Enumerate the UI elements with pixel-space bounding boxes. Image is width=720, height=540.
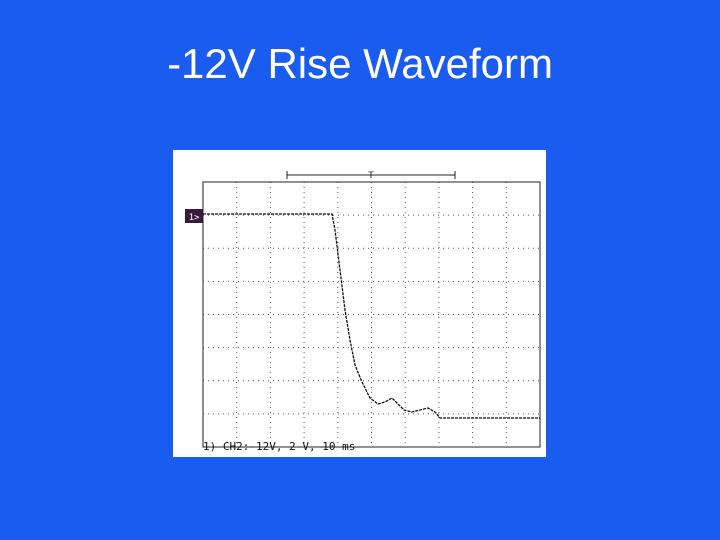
slide-title: -12V Rise Waveform bbox=[167, 40, 553, 87]
graticule-border bbox=[202, 181, 541, 448]
waveform bbox=[203, 213, 540, 419]
grid bbox=[203, 182, 540, 447]
trigger-marker: T bbox=[368, 171, 374, 181]
scope-background bbox=[173, 150, 546, 457]
channel-marker-box bbox=[185, 209, 203, 223]
scope-caption: 1) CH2:-12V, 2 V, 10 ms bbox=[203, 440, 355, 453]
channel-marker: 1> bbox=[189, 213, 200, 223]
